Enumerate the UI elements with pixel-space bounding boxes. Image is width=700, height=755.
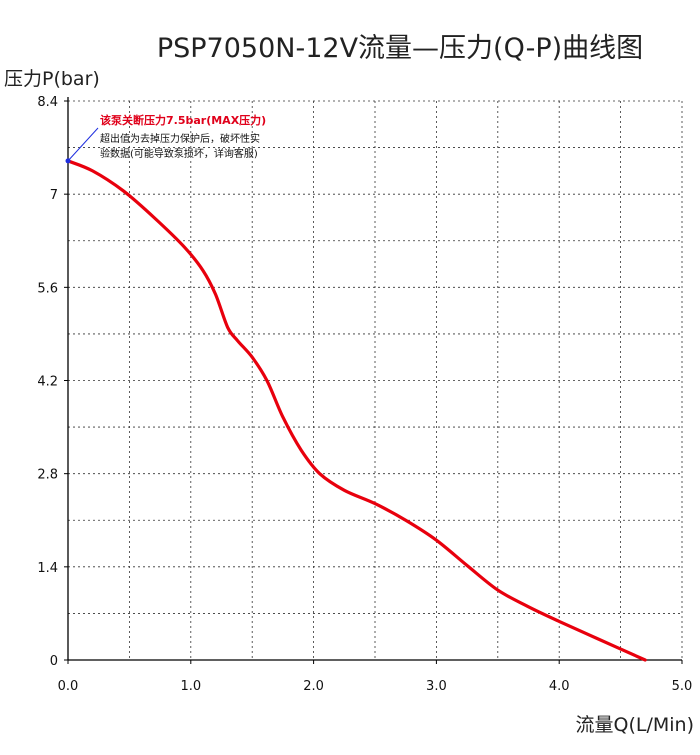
y-tick-label: 5.6 — [37, 281, 58, 296]
x-tick-label: 0.0 — [58, 679, 79, 694]
max-pressure-pointer — [67, 127, 99, 162]
x-ticks: 0.0 1.0 2.0 3.0 4.0 5.0 — [58, 660, 693, 694]
qp-curve — [66, 159, 647, 662]
max-pressure-marker — [65, 158, 71, 164]
y-ticks: 0 1.4 2.8 4.2 5.6 7 8.4 — [37, 95, 68, 669]
y-tick-label: 4.2 — [37, 375, 58, 390]
chart-title: PSP7050N-12V流量—压力(Q-P)曲线图 — [156, 33, 644, 64]
x-axis-label: 流量Q(L/Min) — [575, 714, 694, 736]
note-line-2: 验数据(可能导致泵损坏，详询客服) — [100, 147, 258, 160]
y-axis-label: 压力P(bar) — [4, 68, 100, 90]
x-tick-label: 1.0 — [180, 679, 201, 694]
y-tick-label: 0 — [50, 654, 58, 669]
annotation-group: 该泵关断压力7.5bar(MAX压力) 超出值为去掉压力保护后，破坏性实 验数据… — [65, 113, 266, 164]
y-tick-label: 8.4 — [37, 95, 58, 110]
x-tick-label: 3.0 — [426, 679, 447, 694]
x-tick-label: 4.0 — [549, 679, 570, 694]
grid — [68, 100, 683, 660]
y-tick-label: 2.8 — [37, 468, 58, 483]
y-tick-label: 1.4 — [37, 561, 58, 576]
x-tick-label: 5.0 — [672, 679, 693, 694]
max-pressure-label: 该泵关断压力7.5bar(MAX压力) — [100, 113, 266, 127]
x-tick-label: 2.0 — [303, 679, 324, 694]
y-tick-label: 7 — [50, 188, 58, 203]
axes — [67, 97, 682, 661]
series-group — [66, 159, 647, 662]
note-line-1: 超出值为去掉压力保护后，破坏性实 — [100, 132, 260, 145]
